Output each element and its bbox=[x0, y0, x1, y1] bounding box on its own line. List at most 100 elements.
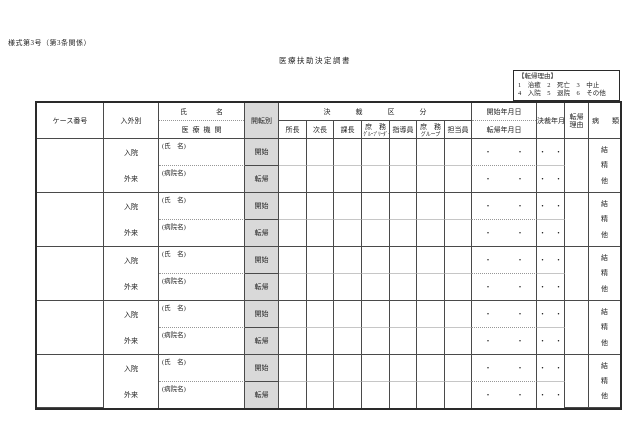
disease-class-cell: 結 精 他 bbox=[589, 355, 621, 408]
outcome-reason-cell bbox=[565, 247, 590, 301]
outcome-date-cell: ・ ・ bbox=[472, 382, 538, 408]
header-outcome-reason: 転帰 理由 bbox=[565, 103, 590, 139]
approval-cell-director bbox=[279, 193, 307, 220]
case-number-cell bbox=[37, 301, 104, 355]
start-label-cell: 開始 bbox=[245, 355, 279, 382]
approval-cell-group bbox=[417, 193, 445, 220]
row-outpatient: 外来 (病院名) 転帰 ・ ・ ・ ・ bbox=[37, 274, 620, 301]
start-label-cell: 開始 bbox=[245, 301, 279, 328]
outpatient-label-cell: 外来 bbox=[104, 220, 159, 247]
legend-line-2: 4 入院 5 退院 6 その他 bbox=[518, 90, 606, 98]
decision-date-cell: ・ ・ bbox=[537, 301, 566, 328]
table-body: 入院 (氏 名) 開始 ・ ・ ・ ・ 結 精 他 外来 (病院名) 転帰 ・ bbox=[37, 139, 621, 408]
header-section-chief-label: 課長 bbox=[340, 125, 355, 134]
approval-cell-section-chief bbox=[334, 301, 362, 328]
header-instructor: 指導員 bbox=[390, 121, 417, 139]
disease-tuberculosis: 結 bbox=[601, 361, 609, 370]
approval-cell-group-leader bbox=[362, 274, 390, 301]
disease-class-cell: 結 精 他 bbox=[589, 301, 621, 355]
approval-cell-group bbox=[417, 166, 445, 193]
start-date-cell: ・ ・ bbox=[472, 301, 538, 328]
approval-cell-person-in-charge bbox=[445, 220, 473, 247]
header-name-institution: 氏 名 医療機関 bbox=[159, 103, 245, 139]
row-inpatient: 入院 (氏 名) 開始 ・ ・ ・ ・ 結 精 他 bbox=[37, 139, 621, 193]
disease-mental: 精 bbox=[601, 269, 609, 278]
header-director: 所長 bbox=[279, 121, 307, 139]
approval-cell-section-chief bbox=[334, 193, 362, 220]
case-number-cell bbox=[37, 247, 104, 301]
decision-date-cell: ・ ・ bbox=[537, 274, 566, 301]
page-title: 医療扶助決定調書 bbox=[279, 56, 351, 65]
header-pic-label: 担当員 bbox=[447, 125, 469, 134]
name-placeholder-cell: (氏 名) bbox=[159, 247, 245, 274]
decision-date-cell: ・ ・ bbox=[537, 193, 566, 220]
case-number-cell bbox=[37, 355, 104, 408]
header-open-transfer: 開転別 bbox=[245, 103, 279, 139]
outcome-label-cell: 転帰 bbox=[245, 382, 279, 408]
start-label-cell: 開始 bbox=[245, 193, 279, 220]
approval-cell-instructor bbox=[390, 193, 417, 220]
hospital-placeholder-cell: (病院名) bbox=[159, 382, 245, 408]
disease-other: 他 bbox=[601, 230, 609, 239]
approval-cell-person-in-charge bbox=[445, 355, 473, 382]
approval-cell-director bbox=[279, 220, 307, 247]
approval-cell-deputy-director bbox=[307, 301, 334, 328]
decision-record-table: ケース番号 入外別 氏 名 医療機関 開転別 決 裁 区 分 開始年月日 転帰年… bbox=[35, 101, 623, 410]
approval-cell-deputy-director bbox=[307, 328, 334, 355]
disease-other: 他 bbox=[601, 176, 609, 185]
approval-cell-director bbox=[279, 139, 307, 166]
decision-date-cell: ・ ・ bbox=[537, 139, 566, 166]
header-gagl-label: 庶 務 bbox=[365, 122, 386, 131]
approval-cell-person-in-charge bbox=[445, 139, 473, 166]
disease-mental: 精 bbox=[601, 376, 609, 385]
header-name: 氏 名 bbox=[159, 103, 244, 121]
outcome-reason-cell bbox=[565, 355, 590, 408]
outcome-label-cell: 転帰 bbox=[245, 166, 279, 193]
approval-cell-section-chief bbox=[334, 139, 362, 166]
approval-cell-director bbox=[279, 247, 307, 274]
name-placeholder-cell: (氏 名) bbox=[159, 139, 245, 166]
approval-cell-group-leader bbox=[362, 166, 390, 193]
approval-cell-instructor bbox=[390, 301, 417, 328]
approval-cell-group-leader bbox=[362, 328, 390, 355]
header-row-1: ケース番号 入外別 氏 名 医療機関 開転別 決 裁 区 分 開始年月日 転帰年… bbox=[37, 103, 621, 139]
outcome-label-cell: 転帰 bbox=[245, 220, 279, 247]
approval-cell-director bbox=[279, 274, 307, 301]
approval-cell-group-leader bbox=[362, 139, 390, 166]
approval-cell-instructor bbox=[390, 220, 417, 247]
header-gag-sub: グループ bbox=[420, 131, 441, 138]
approval-cell-group bbox=[417, 382, 445, 408]
header-outcome-reason-line2: 理由 bbox=[569, 120, 584, 129]
outcome-reason-cell bbox=[565, 139, 590, 193]
approval-cell-section-chief bbox=[334, 220, 362, 247]
approval-cell-instructor bbox=[390, 274, 417, 301]
disease-class-cell: 結 精 他 bbox=[589, 247, 621, 301]
name-placeholder-cell: (氏 名) bbox=[159, 301, 245, 328]
row-inpatient: 入院 (氏 名) 開始 ・ ・ ・ ・ 結 精 他 bbox=[37, 247, 621, 301]
start-label-cell: 開始 bbox=[245, 247, 279, 274]
approval-cell-person-in-charge bbox=[445, 328, 473, 355]
approval-cell-instructor bbox=[390, 247, 417, 274]
header-decision-section: 決 裁 区 分 bbox=[279, 103, 473, 121]
header-general-affairs-group: 庶 務 グループ bbox=[417, 121, 445, 139]
hospital-placeholder-cell: (病院名) bbox=[159, 166, 245, 193]
start-date-cell: ・ ・ bbox=[472, 139, 538, 166]
approval-cell-person-in-charge bbox=[445, 301, 473, 328]
inpatient-label-cell: 入院 bbox=[104, 355, 159, 382]
disease-mental: 精 bbox=[601, 323, 609, 332]
outpatient-label-cell: 外来 bbox=[104, 166, 159, 193]
decision-date-cell: ・ ・ bbox=[537, 355, 566, 382]
approval-cell-director bbox=[279, 355, 307, 382]
disease-other: 他 bbox=[601, 338, 609, 347]
approval-cell-group-leader bbox=[362, 355, 390, 382]
decision-date-cell: ・ ・ bbox=[537, 382, 566, 408]
disease-tuberculosis: 結 bbox=[601, 146, 609, 155]
disease-tuberculosis: 結 bbox=[601, 254, 609, 263]
table-header: ケース番号 入外別 氏 名 医療機関 開転別 決 裁 区 分 開始年月日 転帰年… bbox=[37, 103, 621, 139]
approval-cell-group-leader bbox=[362, 382, 390, 408]
header-decision-date: 決裁年月日 bbox=[537, 103, 566, 139]
approval-cell-section-chief bbox=[334, 166, 362, 193]
outcome-label-cell: 転帰 bbox=[245, 274, 279, 301]
header-instructor-label: 指導員 bbox=[392, 125, 414, 134]
